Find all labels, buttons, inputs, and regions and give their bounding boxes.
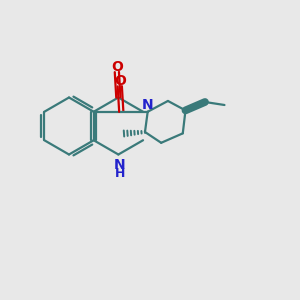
Text: N: N bbox=[142, 98, 154, 112]
Text: N: N bbox=[114, 158, 126, 172]
Text: H: H bbox=[115, 167, 125, 179]
Text: O: O bbox=[114, 74, 126, 88]
Text: O: O bbox=[111, 60, 123, 74]
